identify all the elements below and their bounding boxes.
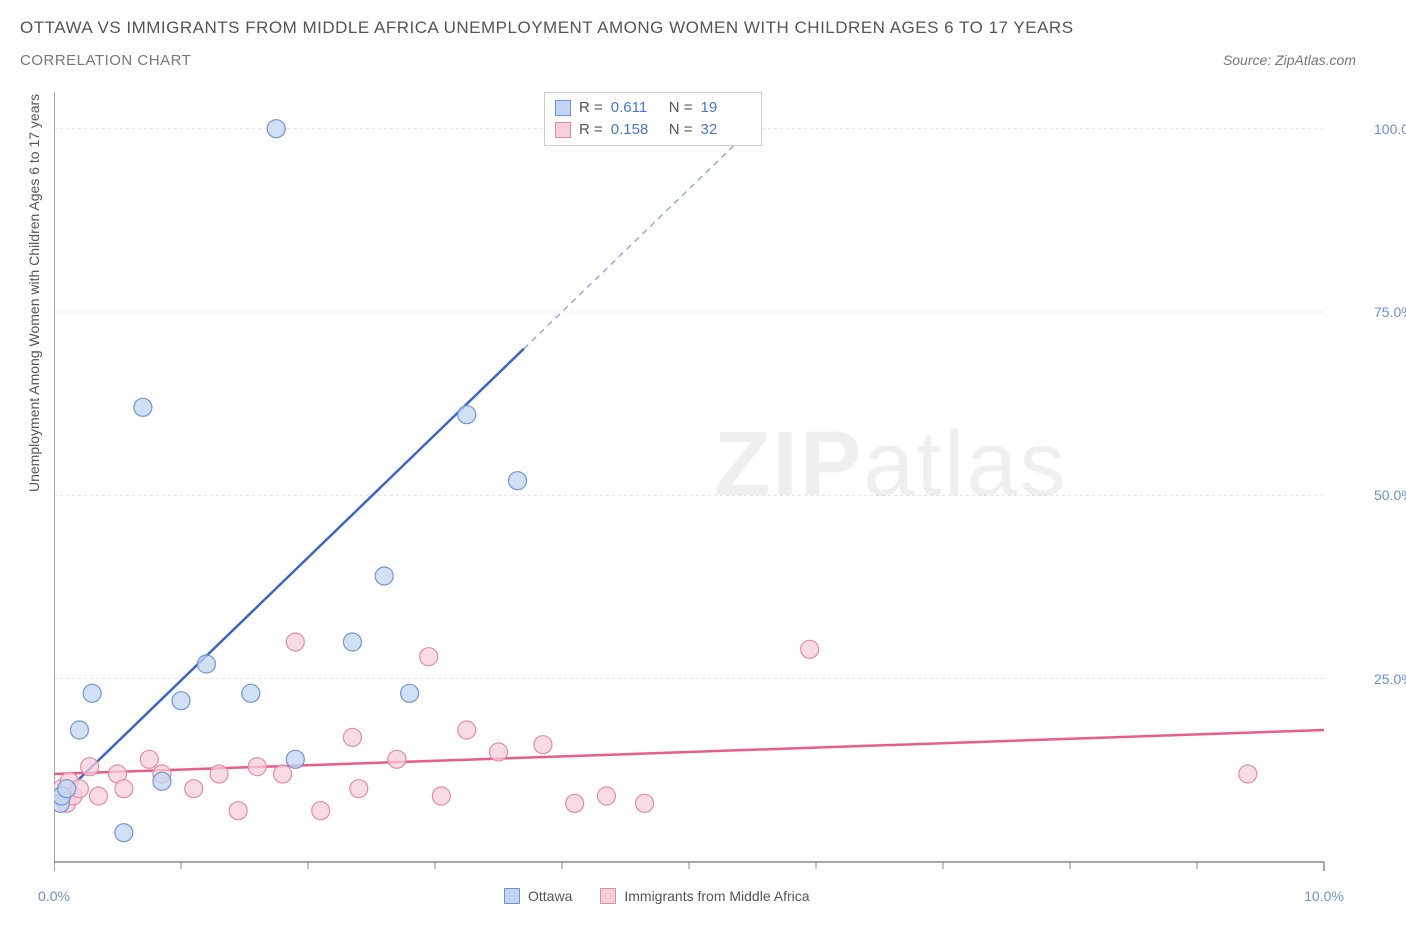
corr-n-value: 32 <box>701 119 751 141</box>
legend-swatch <box>504 888 520 904</box>
corr-n-value: 19 <box>701 97 751 119</box>
corr-r-value: 0.611 <box>611 97 661 119</box>
series-legend-item: Immigrants from Middle Africa <box>600 888 809 904</box>
scatter-plot <box>54 92 1384 882</box>
corr-n-label: N = <box>669 97 693 119</box>
series-legend-item: Ottawa <box>504 888 572 904</box>
correlation-legend: R = 0.611 N = 19 R = 0.158 N = 32 <box>544 92 762 146</box>
corr-legend-row: R = 0.611 N = 19 <box>555 97 751 119</box>
x-tick-label: 10.0% <box>1304 888 1344 904</box>
series-legend: Ottawa Immigrants from Middle Africa <box>504 888 810 904</box>
header: OTTAWA VS IMMIGRANTS FROM MIDDLE AFRICA … <box>0 0 1406 69</box>
series-label: Immigrants from Middle Africa <box>624 888 809 904</box>
chart-area: Unemployment Among Women with Children A… <box>54 92 1384 882</box>
y-axis-label: Unemployment Among Women with Children A… <box>26 94 42 492</box>
corr-n-label: N = <box>669 119 693 141</box>
corr-r-label: R = <box>579 119 603 141</box>
legend-swatch <box>555 100 571 116</box>
corr-r-value: 0.158 <box>611 119 661 141</box>
series-label: Ottawa <box>528 888 572 904</box>
corr-legend-row: R = 0.158 N = 32 <box>555 119 751 141</box>
y-tick-label: 50.0% <box>1374 487 1384 503</box>
y-tick-label: 100.0% <box>1374 121 1384 137</box>
source-attribution: Source: ZipAtlas.com <box>1223 52 1386 68</box>
legend-swatch <box>600 888 616 904</box>
chart-subtitle: CORRELATION CHART <box>20 52 191 69</box>
legend-swatch <box>555 122 571 138</box>
chart-title: OTTAWA VS IMMIGRANTS FROM MIDDLE AFRICA … <box>20 18 1386 38</box>
x-tick-label: 0.0% <box>38 888 70 904</box>
y-tick-label: 25.0% <box>1374 671 1384 687</box>
y-tick-label: 75.0% <box>1374 304 1384 320</box>
corr-r-label: R = <box>579 97 603 119</box>
